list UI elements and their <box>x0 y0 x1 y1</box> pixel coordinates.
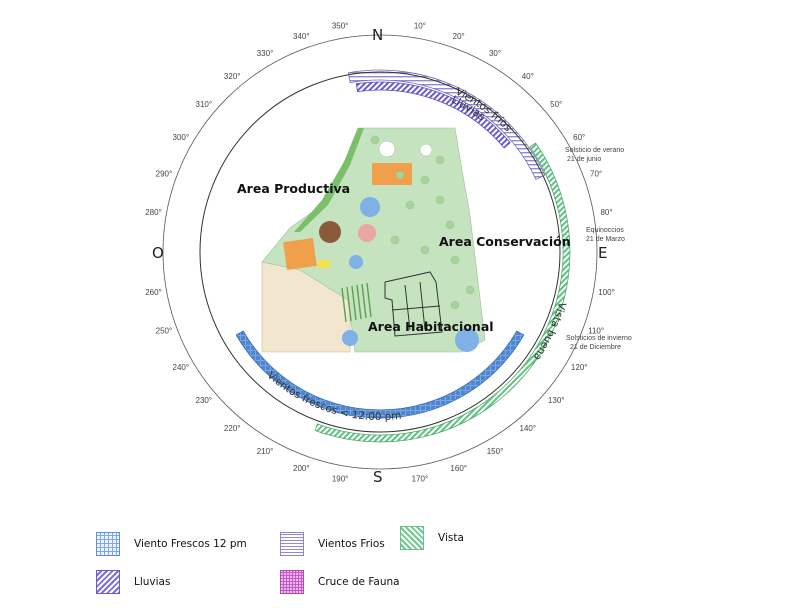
degree-labels: 10° 20° 30° 40° 50° 60° 70° 80° 100° 110° 120° 130°… <box>145 22 615 484</box>
degree-label: 250° <box>156 327 173 336</box>
degree-label: 210° <box>257 447 274 456</box>
legend-label-viento-frescos: Viento Frescos 12 pm <box>134 538 247 550</box>
legend-item-lluvias: Lluvias <box>96 570 170 594</box>
legend-item-viento-frescos: Viento Frescos 12 pm <box>96 532 247 556</box>
degree-label: 280° <box>145 208 162 217</box>
degree-label: 220° <box>224 424 241 433</box>
degree-label: 100° <box>598 288 615 297</box>
sun-note-summer: Solsticio de verano 21 de junio <box>565 147 624 163</box>
green-border-strip <box>294 128 364 232</box>
degree-label: 340° <box>293 32 310 41</box>
degree-label: 60° <box>573 133 585 142</box>
legend-label-vientos-frios: Vientos Frios <box>318 538 385 550</box>
legend-item-vientos-frios: Vientos Frios <box>280 532 385 556</box>
legend-label-lluvias: Lluvias <box>134 576 171 588</box>
degree-label: 170° <box>412 475 429 484</box>
degree-label: 10° <box>414 22 426 31</box>
cardinal-north: N <box>372 26 383 44</box>
degree-label: 320° <box>224 72 241 81</box>
degree-label: 140° <box>520 424 537 433</box>
vista-swatch <box>400 526 424 550</box>
degree-label: 190° <box>332 475 349 484</box>
area-conservacion-label: Area Conservación <box>439 234 571 249</box>
legend-label-cruce-fauna: Cruce de Fauna <box>318 576 400 588</box>
white-circle-top <box>378 140 396 158</box>
white-circle-side <box>419 143 433 157</box>
legend-item-vista: Vista <box>400 526 464 550</box>
svg-text:21 de junio: 21 de junio <box>567 156 601 163</box>
vientos-frios-swatch <box>280 532 304 556</box>
svg-text:Equinoccios: Equinoccios <box>586 227 624 234</box>
degree-label: 290° <box>156 169 173 178</box>
legend: Viento Frescos 12 pm Vientos Frios Vista… <box>96 526 516 600</box>
lluvias-band <box>355 81 511 149</box>
degree-label: 20° <box>453 32 465 41</box>
site-plan <box>261 127 486 353</box>
svg-text:21 de Diciembre: 21 de Diciembre <box>570 344 621 351</box>
blue-pond-2 <box>349 255 363 269</box>
degree-label: 330° <box>257 49 274 58</box>
degree-label: 80° <box>600 208 612 217</box>
degree-label: 350° <box>332 22 349 31</box>
blue-pond-3 <box>342 330 358 346</box>
degree-label: 260° <box>145 288 162 297</box>
orange-plot-left <box>283 238 317 270</box>
vista-band <box>314 142 571 443</box>
tree-dots <box>370 135 475 310</box>
cruce-fauna-swatch <box>280 570 304 594</box>
house-outline <box>384 271 443 337</box>
sun-note-equinox: Equinoccios 21 de Marzo <box>586 227 625 243</box>
area-habitacional-label: Area Habitacional <box>368 319 494 334</box>
vientos-frios-band <box>347 69 546 180</box>
brown-circle-plot <box>319 221 341 243</box>
svg-text:21 de Marzo: 21 de Marzo <box>586 236 625 243</box>
svg-text:Solsticios de invierno: Solsticios de invierno <box>566 335 632 342</box>
degree-label: 310° <box>196 100 213 109</box>
legend-item-cruce-fauna: Cruce de Fauna <box>280 570 400 594</box>
lluvias-swatch <box>96 570 120 594</box>
degree-label: 230° <box>196 396 213 405</box>
degree-label: 30° <box>489 49 501 58</box>
compass-inner-ring <box>199 71 561 433</box>
degree-label: 70° <box>590 169 602 178</box>
svg-text:Solsticio de verano: Solsticio de verano <box>565 147 624 154</box>
yellow-plot <box>318 260 330 268</box>
degree-label: 300° <box>173 133 190 142</box>
vientos-frescos-band <box>235 330 525 419</box>
degree-label: 120° <box>571 363 588 372</box>
degree-label: 130° <box>548 396 565 405</box>
degree-label: 110° <box>588 327 604 336</box>
degree-label: 240° <box>173 363 190 372</box>
degree-label: 50° <box>550 100 562 109</box>
blue-pond-4 <box>455 328 479 352</box>
sun-note-winter: Solsticios de invierno 21 de Diciembre <box>566 335 632 351</box>
cardinal-east: E <box>598 244 607 262</box>
orange-plot-top <box>372 163 412 185</box>
degree-label: 160° <box>450 464 467 473</box>
pink-circle-plot <box>358 224 376 242</box>
legend-label-vista: Vista <box>438 532 464 544</box>
vista-label: Vista buena <box>531 301 568 363</box>
crop-rows <box>341 282 372 323</box>
degree-label: 150° <box>487 447 504 456</box>
blue-pond-1 <box>360 197 380 217</box>
degree-label: 200° <box>293 464 310 473</box>
cardinal-south: S <box>373 468 383 486</box>
area-productiva-label: Area Productiva <box>237 181 350 196</box>
compass-outer-ring <box>162 34 598 470</box>
vientos-frescos-label: Vientos frescos < 12:00 pm <box>265 369 402 423</box>
cardinal-west: O <box>152 244 164 262</box>
viento-frescos-swatch <box>96 532 120 556</box>
degree-label: 40° <box>522 72 534 81</box>
